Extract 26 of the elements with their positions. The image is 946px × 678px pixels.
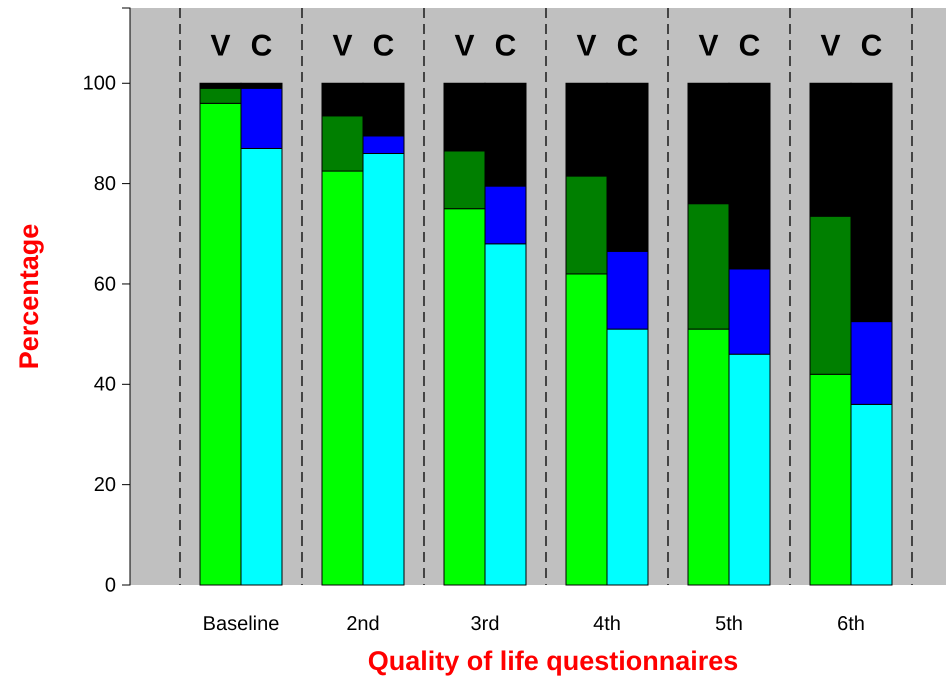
y-tick-label: 0 (104, 574, 116, 596)
y-tick-label: 100 (82, 72, 116, 95)
x-tick-label: C (494, 30, 516, 62)
x-tick-label: V (210, 30, 231, 62)
text: 3rd (470, 613, 500, 635)
x-tick-label: C (372, 30, 394, 62)
x-axis-title: Quality of life questionnaires (368, 646, 738, 676)
x-tick-label: V (820, 30, 841, 62)
text: 4th (593, 613, 621, 635)
text: Baseline (202, 613, 280, 635)
x-tick-label: C (250, 30, 272, 62)
text: 2nd (346, 613, 380, 635)
y-tick-label: 40 (94, 374, 116, 396)
y-tick-label: 80 (94, 173, 116, 196)
text: 5th (715, 613, 743, 635)
x-tick-label: V (454, 30, 475, 62)
x-tick-label: V (698, 30, 719, 62)
y-axis-title: Percentage (14, 224, 44, 370)
text: 6th (837, 613, 865, 635)
x-tick-label: V (576, 30, 597, 62)
x-tick-label: C (616, 30, 638, 62)
y-tick-label: 60 (94, 273, 116, 296)
x-tick-label: C (860, 30, 882, 62)
y-tick-label: 20 (94, 474, 116, 496)
x-tick-label: C (738, 30, 760, 62)
x-tick-label: V (332, 30, 353, 62)
